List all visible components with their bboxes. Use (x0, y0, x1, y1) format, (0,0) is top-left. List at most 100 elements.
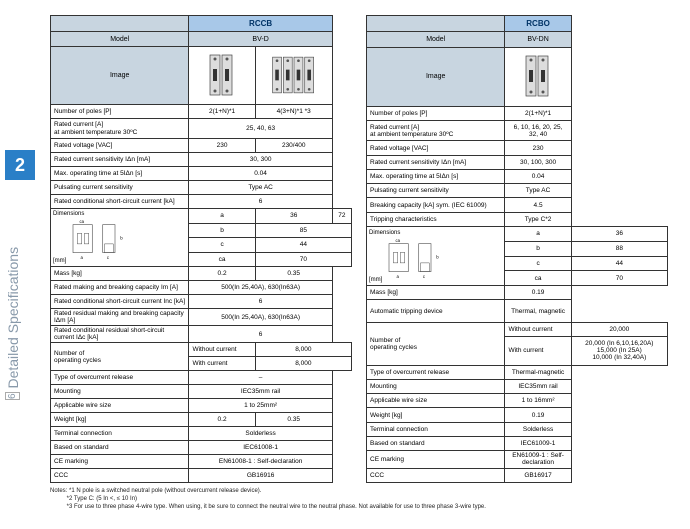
row-label: Based on standard (51, 441, 189, 455)
row-label: Mounting (367, 379, 505, 393)
cycle-val: 8,000 (255, 357, 351, 371)
page: 2 6 Detailed Specifications RCCBModelBV-… (0, 0, 690, 529)
row-value: 6 (189, 326, 332, 343)
row-label: Based on standard (367, 436, 505, 450)
row-value: Type AC (189, 181, 332, 195)
row-value: 0.04 (189, 167, 332, 181)
dim-val: 70 (255, 252, 351, 267)
row-label: CCC (367, 468, 505, 482)
row-label: Rated voltage [VAC] (51, 139, 189, 153)
dim-val: 85 (255, 223, 351, 238)
row-label: Rated current [A]at ambient temperature … (51, 119, 189, 139)
row-value: Thermal-magnetic (505, 365, 571, 379)
row-label: Rated making and breaking capacity Im [A… (51, 281, 189, 295)
row-label: Terminal connection (367, 422, 505, 436)
dim-key: c (189, 238, 255, 253)
row-label: Rated residual making and breaking capac… (51, 309, 189, 326)
row-value: 230 (505, 141, 571, 155)
cycles-label: Number ofoperating cycles (51, 343, 189, 371)
model-label: Model (367, 32, 505, 47)
row-value: IEC61008-1 (189, 441, 332, 455)
row-label: Rated conditional residual short-circuit… (51, 326, 189, 343)
row-label: Pulsating current sensitivity (51, 181, 189, 195)
row-value: 1 to 25mm² (189, 399, 332, 413)
row-value: 500(In 25,40A), 630(In63A) (189, 309, 332, 326)
image-label: Image (51, 47, 189, 105)
svg-text:c: c (423, 273, 426, 278)
row-label: Rated current sensitivity IΔn [mA] (367, 155, 505, 169)
cycle-key: With current (189, 357, 255, 371)
dim-key: ca (189, 252, 255, 267)
device-image (255, 47, 332, 105)
row-value: 30, 300 (189, 153, 332, 167)
row-value: 6 (189, 295, 332, 309)
row-label: Applicable wire size (51, 399, 189, 413)
dim-val: 44 (255, 238, 351, 253)
cycle-val: 20,000 (In 6,10,16,20A) 15,000 (In 25A) … (571, 337, 667, 366)
row-label: Mass [kg] (51, 267, 189, 281)
chapter-number: 2 (5, 150, 35, 180)
row-value: EN61008-1 : Self-declaration (189, 455, 332, 469)
dimensions-label: Dimensions[mm] ca a b c (367, 226, 505, 285)
dim-val: 36 (255, 209, 332, 224)
dim-key: c (505, 256, 571, 271)
svg-text:ca: ca (396, 237, 401, 242)
row-value: Thermal, magnetic (505, 300, 571, 322)
row-value: – (189, 371, 332, 385)
row-label: Number of poles [P] (51, 105, 189, 119)
dim-key: ca (505, 271, 571, 286)
dim-val: 44 (571, 256, 667, 271)
row-value: 1 to 16mm² (505, 394, 571, 408)
row-label: CCC (51, 469, 189, 483)
row-value: Solderless (505, 422, 571, 436)
image-label: Image (367, 47, 505, 106)
dim-key: b (505, 241, 571, 256)
chapter-title: 6 Detailed Specifications (5, 200, 33, 450)
device-image (505, 47, 571, 106)
row-value: 6 (189, 195, 332, 209)
svg-text:a: a (81, 255, 84, 260)
svg-text:ca: ca (80, 219, 85, 224)
row-value: 30, 100, 300 (505, 155, 571, 169)
row-value: IEC35mm rail (505, 379, 571, 393)
dimensions-label: Dimensions[mm] ca a b c (51, 209, 189, 267)
row-value: 4(3+N)*1 *3 (255, 105, 332, 119)
row-value: 230/400 (255, 139, 332, 153)
section-icon: 6 (5, 392, 20, 400)
row-value: Type C*2 (505, 212, 571, 226)
row-value: IEC35mm rail (189, 385, 332, 399)
rcbo-table: RCBOModelBV-DNImage Number of poles [P] 2… (366, 15, 668, 483)
row-label: Automatic tripping device (367, 300, 505, 322)
cycle-key: Without current (189, 343, 255, 357)
cycle-key: Without current (505, 322, 571, 336)
row-label: Mounting (51, 385, 189, 399)
cycles-label: Number ofoperating cycles (367, 322, 505, 365)
row-label: Number of poles [P] (367, 106, 505, 120)
title: RCCB (189, 16, 332, 32)
row-label: Type of overcurrent release (51, 371, 189, 385)
dim-val: 88 (571, 241, 667, 256)
row-value: 4.5 (505, 198, 571, 212)
row-value: 0.35 (255, 267, 332, 281)
row-value: GB16917 (505, 468, 571, 482)
dim-val: 70 (571, 271, 667, 286)
svg-text:a: a (397, 273, 400, 278)
chapter-label: Detailed Specifications (5, 247, 21, 389)
sidebar: 2 6 Detailed Specifications (0, 0, 40, 529)
row-label: Rated current sensitivity IΔn [mA] (51, 153, 189, 167)
row-value: 0.2 (189, 413, 255, 427)
svg-text:b: b (437, 254, 440, 259)
row-value: EN61009-1 : Self-declaration (505, 451, 571, 468)
row-label: Rated conditional short-circuit current … (51, 295, 189, 309)
model-value: BV-DN (505, 32, 571, 47)
tables-container: RCCBModelBV-DImage Number of poles [P]2 (50, 15, 672, 483)
title: RCBO (505, 16, 571, 32)
row-value: 230 (189, 139, 255, 153)
row-label: Max. operating time at 5IΔn [s] (367, 169, 505, 183)
rccb-table: RCCBModelBV-DImage Number of poles [P]2 (50, 15, 352, 483)
cycle-val: 8,000 (255, 343, 351, 357)
row-value: GB16916 (189, 469, 332, 483)
row-label: Weight [kg] (51, 413, 189, 427)
row-value: 0.19 (505, 408, 571, 422)
dim-val: 72 (332, 209, 351, 224)
